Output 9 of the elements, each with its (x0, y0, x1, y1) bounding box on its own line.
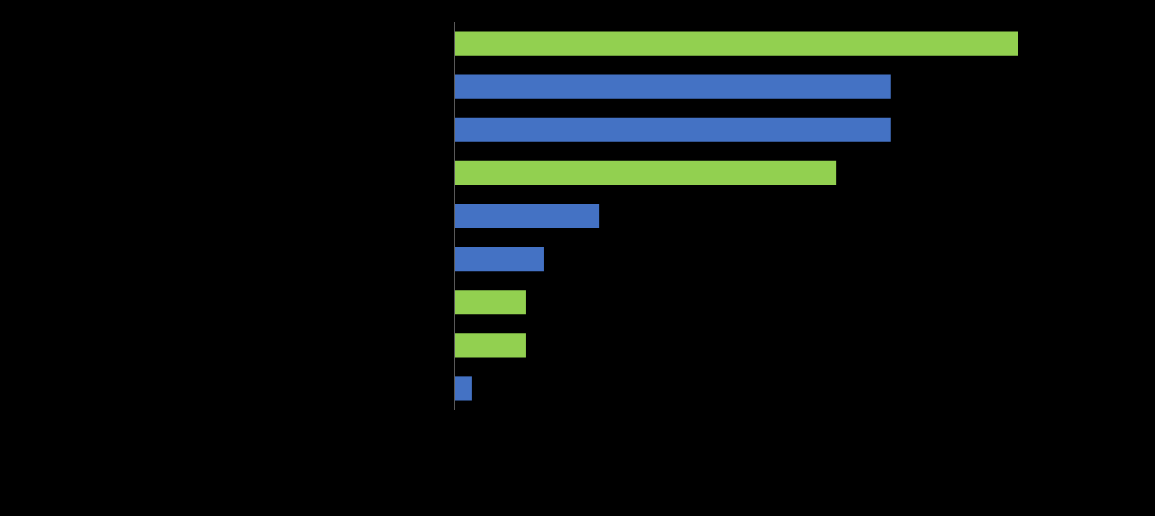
bar (455, 160, 837, 185)
bar (455, 290, 526, 315)
bar (455, 247, 544, 272)
bar (455, 74, 891, 99)
bar (455, 31, 1018, 56)
bar (455, 376, 472, 401)
bar (455, 333, 526, 358)
bar (455, 203, 600, 229)
bar (455, 117, 891, 142)
